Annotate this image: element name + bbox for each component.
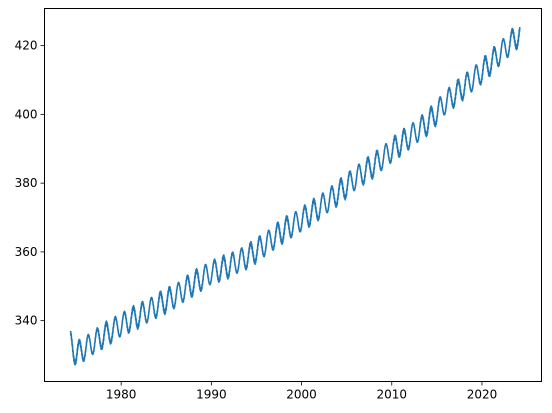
y-tick-label: 360 bbox=[15, 245, 38, 259]
x-axis: 1980 1990 2000 2010 2020 bbox=[106, 381, 498, 402]
y-tick-label: 340 bbox=[15, 314, 38, 328]
y-axis: 340 360 380 400 420 bbox=[15, 39, 45, 328]
y-tick-label: 380 bbox=[15, 176, 38, 190]
x-tick-label: 2000 bbox=[286, 388, 317, 402]
x-tick-label: 2020 bbox=[467, 388, 498, 402]
y-tick-label: 400 bbox=[15, 107, 38, 121]
x-tick-label: 1990 bbox=[196, 388, 227, 402]
plot-frame bbox=[44, 8, 542, 382]
x-tick-label: 2010 bbox=[376, 388, 407, 402]
x-tick-label: 1980 bbox=[106, 388, 137, 402]
series-layer bbox=[69, 27, 521, 366]
y-tick-label: 420 bbox=[15, 39, 38, 53]
series-line bbox=[69, 27, 521, 366]
